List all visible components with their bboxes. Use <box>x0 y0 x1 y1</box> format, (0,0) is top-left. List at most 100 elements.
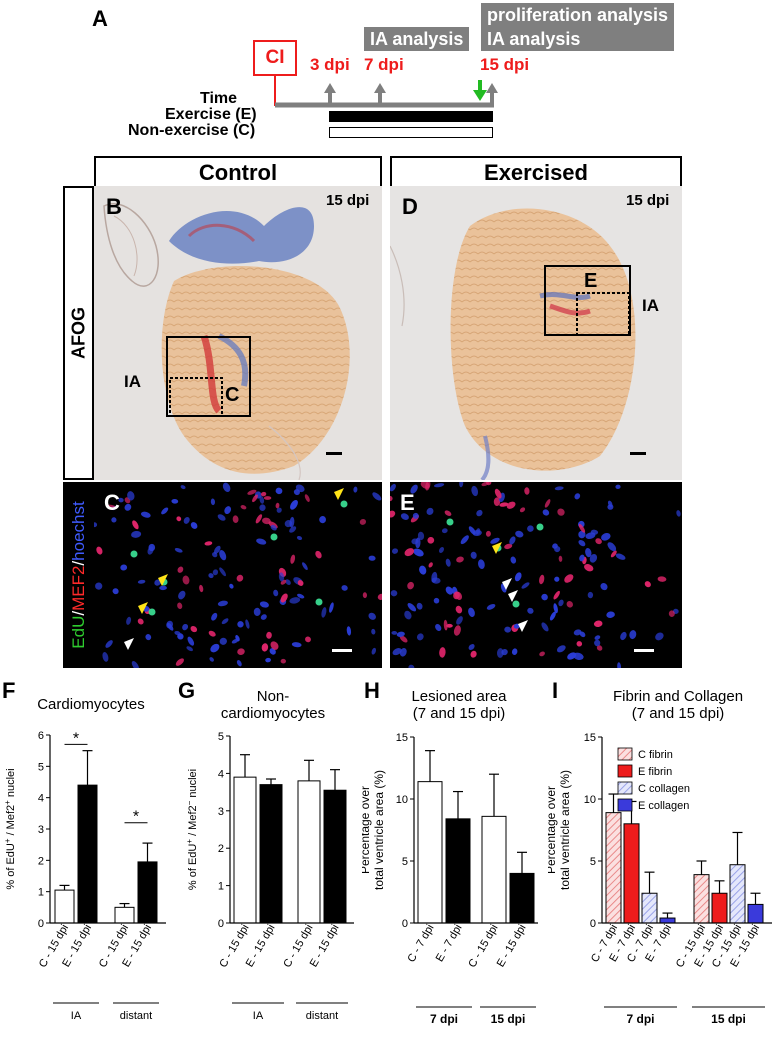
nucleus <box>199 584 204 593</box>
nucleus <box>131 661 140 668</box>
nucleus <box>428 562 433 568</box>
nucleus <box>593 620 603 628</box>
y-tick-label: 0 <box>590 918 596 930</box>
panel-c-scalebar <box>332 649 352 652</box>
group-label: 7 dpi <box>626 1012 654 1026</box>
nucleus <box>511 648 518 655</box>
y-tick-label: 1 <box>218 881 224 893</box>
bar <box>509 872 535 924</box>
legend-label: C collagen <box>638 783 690 795</box>
nucleus <box>213 545 221 554</box>
nucleus <box>275 502 280 509</box>
nucleus <box>145 634 152 641</box>
nucleus <box>433 597 440 604</box>
dpi-15-label: 15 dpi <box>480 55 530 74</box>
edu-nucleus <box>512 600 520 608</box>
nucleus <box>504 626 512 633</box>
stain-sep2: / <box>68 560 88 566</box>
nucleus <box>137 618 144 625</box>
y-axis-label-line2: total ventricle area (%) <box>558 770 572 890</box>
nucleus <box>261 643 269 652</box>
nucleus <box>137 579 146 584</box>
nucleus <box>615 484 621 490</box>
nucleus <box>453 591 460 600</box>
nucleus <box>446 623 453 628</box>
nucleus <box>578 523 586 533</box>
nucleus <box>542 509 550 516</box>
nucleus <box>259 601 269 608</box>
legend-swatch <box>617 747 633 761</box>
x-tick-label: E - 7 dpi <box>434 923 465 964</box>
nucleus <box>186 646 193 652</box>
nucleus <box>140 511 151 518</box>
nucleus <box>315 550 322 559</box>
nucleus <box>259 504 266 511</box>
nucleus <box>468 644 475 650</box>
bar <box>711 892 728 924</box>
nucleus <box>407 603 417 612</box>
nucleus <box>240 505 247 510</box>
nucleus <box>219 549 227 561</box>
nucleus <box>514 572 522 582</box>
nucleus <box>276 507 282 513</box>
nucleus <box>417 531 425 541</box>
nucleus <box>443 619 448 631</box>
nucleus <box>539 574 545 585</box>
nucleus <box>549 611 556 621</box>
y-axis-label-part: + <box>3 838 12 843</box>
nucleus <box>174 548 183 553</box>
nucleus <box>126 616 132 625</box>
panel-b-tissue-drawing <box>103 203 350 480</box>
nucleus <box>204 541 213 546</box>
bar <box>233 776 257 924</box>
panel-letter-i: I <box>552 678 559 703</box>
panel-e-micrograph: E <box>390 482 682 668</box>
nucleus <box>399 635 408 643</box>
nucleus <box>456 556 464 563</box>
nucleus <box>617 662 622 668</box>
ia-analysis-box: IA analysis <box>364 27 470 51</box>
nucleus <box>510 556 517 564</box>
afog-side-label: AFOG <box>63 186 94 480</box>
nucleus <box>578 539 586 547</box>
y-axis-label-line1: Percentage over <box>362 786 372 874</box>
stain-edu: EdU <box>68 615 88 649</box>
nucleus <box>105 640 113 648</box>
nucleus <box>208 630 216 637</box>
nucleus <box>106 504 117 509</box>
nucleus <box>558 555 563 562</box>
nucleus <box>293 489 300 496</box>
nucleus <box>305 636 311 643</box>
bar <box>659 917 676 924</box>
nucleus <box>219 567 227 577</box>
dpi-7-label: 7 dpi <box>364 55 404 74</box>
nucleus <box>255 514 263 524</box>
nucleus <box>607 542 617 552</box>
nucleus <box>372 492 382 501</box>
nucleus <box>285 579 291 585</box>
stain-side-label: EdU/MEF2/hoechst <box>63 482 94 668</box>
nucleus <box>154 579 161 586</box>
panel-e-nuclei-drawing <box>390 482 681 668</box>
y-axis-label-part: + <box>3 800 12 805</box>
nucleus <box>509 536 516 545</box>
nucleus <box>456 616 463 625</box>
green-edu-arrow <box>473 80 487 101</box>
nucleus <box>556 645 566 653</box>
nucleus <box>120 564 128 571</box>
exercise-bar <box>329 111 493 122</box>
nucleus <box>558 599 564 607</box>
nucleus <box>411 538 419 545</box>
nucleus <box>341 585 348 591</box>
nucleus <box>209 657 214 662</box>
nucleus <box>527 525 534 532</box>
nucleus <box>445 586 454 595</box>
nucleus <box>515 530 524 538</box>
y-tick-label: 2 <box>218 843 224 855</box>
nucleus <box>629 630 637 640</box>
nucleus <box>476 509 483 517</box>
proliferation-box: proliferation analysis IA analysis <box>481 3 675 51</box>
nucleus <box>161 507 169 515</box>
nucleus <box>278 572 285 582</box>
